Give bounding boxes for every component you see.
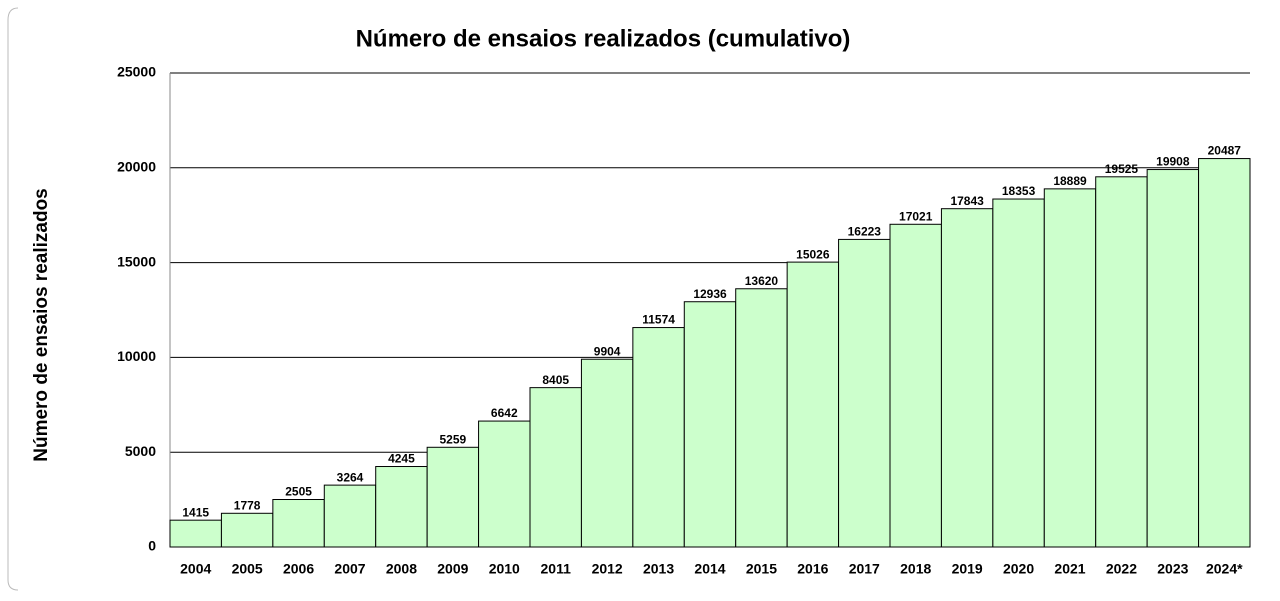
bar (786, 261, 840, 548)
value-label: 18353 (1002, 184, 1036, 198)
bar (735, 288, 788, 548)
bar (1095, 176, 1148, 548)
bar (889, 223, 942, 548)
bar (838, 238, 891, 548)
y-tick-label: 25000 (117, 64, 156, 80)
x-tick-label: 2012 (592, 561, 623, 577)
value-label: 19908 (1156, 155, 1190, 169)
bar (169, 519, 222, 548)
bar (1043, 188, 1097, 548)
value-label: 20487 (1208, 144, 1242, 158)
x-tick-label: 2013 (643, 561, 674, 577)
y-tick-label: 0 (148, 538, 156, 554)
x-tick-label: 2015 (746, 561, 777, 577)
bar (1198, 158, 1251, 548)
value-label: 18889 (1053, 174, 1087, 188)
value-label: 19525 (1105, 162, 1139, 176)
value-label: 4245 (388, 452, 415, 466)
value-label: 13620 (745, 274, 779, 288)
x-tick-label: 2017 (849, 561, 880, 577)
bar (580, 358, 634, 548)
bar (992, 198, 1045, 548)
value-label: 6642 (491, 406, 518, 420)
x-tick-label: 2004 (180, 561, 211, 577)
chart-title: Número de ensaios realizados (cumulativo… (356, 25, 851, 52)
value-label: 17021 (899, 209, 933, 223)
bar (940, 208, 994, 548)
bar (272, 499, 325, 548)
x-tick-label: 2008 (386, 561, 417, 577)
x-tick-label: 2024* (1206, 561, 1243, 577)
bar (632, 327, 685, 548)
value-label: 8405 (542, 373, 569, 387)
x-tick-label: 2022 (1106, 561, 1137, 577)
value-label: 2505 (285, 485, 312, 499)
value-label: 11574 (642, 313, 675, 327)
value-label: 9904 (594, 344, 621, 358)
x-tick-label: 2023 (1157, 561, 1188, 577)
bar (323, 484, 377, 548)
bar (1146, 169, 1200, 548)
x-tick-label: 2019 (952, 561, 983, 577)
bar (375, 466, 428, 548)
y-tick-label: 20000 (117, 159, 156, 175)
value-label: 12936 (693, 287, 727, 301)
x-tick-label: 2005 (232, 561, 263, 577)
y-tick-label: 10000 (117, 348, 156, 364)
frame (7, 7, 19, 591)
x-tick-label: 2010 (489, 561, 520, 577)
x-tick-label: 2021 (1054, 561, 1085, 577)
bar (529, 387, 582, 548)
value-label: 1415 (182, 505, 209, 519)
x-tick-label: 2020 (1003, 561, 1034, 577)
bar (478, 420, 531, 548)
value-label: 16223 (848, 225, 882, 239)
value-label: 17843 (950, 194, 984, 208)
x-tick-label: 2007 (334, 561, 365, 577)
labels: 0 5000 10000 15000 20000 25000 2004 1415 2005 177… (117, 64, 1243, 577)
y-tick-label: 5000 (125, 443, 156, 459)
x-tick-label: 2009 (437, 561, 468, 577)
bar (220, 512, 274, 548)
x-tick-label: 2018 (900, 561, 931, 577)
y-axis-label: Número de ensaios realizados (31, 188, 52, 462)
x-tick-label: 2016 (797, 561, 828, 577)
bar (426, 446, 480, 548)
bars (169, 158, 1251, 548)
x-tick-label: 2011 (541, 561, 572, 577)
value-label: 1778 (234, 498, 261, 512)
value-label: 15026 (796, 247, 830, 261)
bar (683, 301, 737, 548)
y-tick-label: 15000 (117, 253, 156, 269)
value-label: 3264 (337, 470, 364, 484)
x-tick-label: 2014 (694, 561, 725, 577)
x-tick-label: 2006 (283, 561, 314, 577)
value-label: 5259 (440, 432, 467, 446)
